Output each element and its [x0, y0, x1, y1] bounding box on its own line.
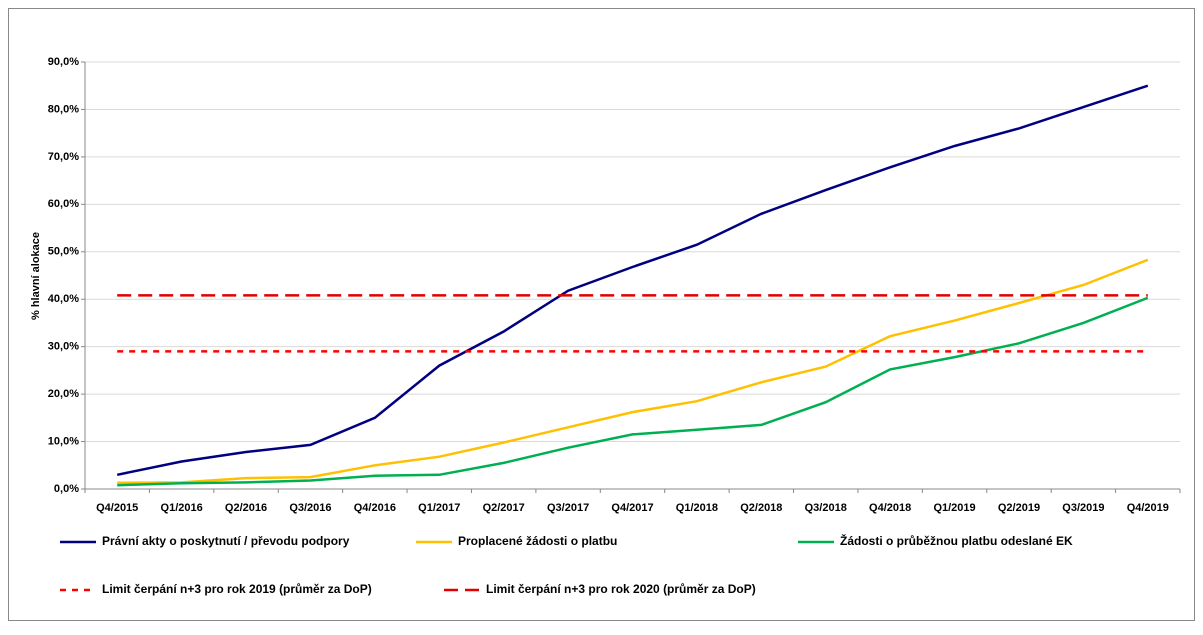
- series-line: [117, 296, 1149, 487]
- legend-label: Limit čerpání n+3 pro rok 2019 (průměr z…: [102, 582, 372, 596]
- x-tick-label: Q4/2017: [611, 502, 653, 514]
- y-tick-label: 50,0%: [48, 246, 79, 258]
- x-tick-label: Q2/2017: [483, 502, 525, 514]
- x-tick-label: Q1/2016: [161, 502, 203, 514]
- x-tick-label: Q4/2016: [354, 502, 396, 514]
- series-line: [117, 258, 1149, 485]
- x-tick-label: Q2/2019: [998, 502, 1040, 514]
- y-tick-label: 30,0%: [48, 341, 79, 353]
- x-tick-label: Q2/2016: [225, 502, 267, 514]
- x-tick-label: Q3/2019: [1062, 502, 1104, 514]
- series-line: [116, 84, 1149, 477]
- y-tick-label: 10,0%: [48, 435, 79, 447]
- legend-label: Proplacené žádosti o platbu: [458, 534, 617, 548]
- y-tick-label: 70,0%: [48, 151, 79, 163]
- y-tick-label: 90,0%: [48, 56, 79, 68]
- x-tick-label: Q1/2017: [418, 502, 460, 514]
- y-tick-label: 0,0%: [54, 483, 79, 495]
- chart-frame: [8, 8, 1195, 621]
- y-tick-label: 20,0%: [48, 388, 79, 400]
- x-tick-label: Q3/2018: [805, 502, 847, 514]
- x-tick-label: Q4/2015: [96, 502, 138, 514]
- y-tick-label: 40,0%: [48, 293, 79, 305]
- x-tick-label: Q2/2018: [740, 502, 782, 514]
- legend-label: Žádosti o průběžnou platbu odeslané EK: [840, 533, 1073, 548]
- x-tick-label: Q3/2017: [547, 502, 589, 514]
- x-tick-label: Q1/2018: [676, 502, 718, 514]
- legend-label: Právní akty o poskytnutí / převodu podpo…: [102, 534, 350, 548]
- y-axis-title: % hlavní alokace: [30, 232, 42, 320]
- x-tick-label: Q3/2016: [289, 502, 331, 514]
- y-tick-label: 60,0%: [48, 198, 79, 210]
- x-tick-label: Q4/2018: [869, 502, 911, 514]
- legend-label: Limit čerpání n+3 pro rok 2020 (průměr z…: [486, 582, 756, 596]
- x-tick-label: Q1/2019: [933, 502, 975, 514]
- x-tick-label: Q4/2019: [1127, 502, 1169, 514]
- y-tick-label: 80,0%: [48, 103, 79, 115]
